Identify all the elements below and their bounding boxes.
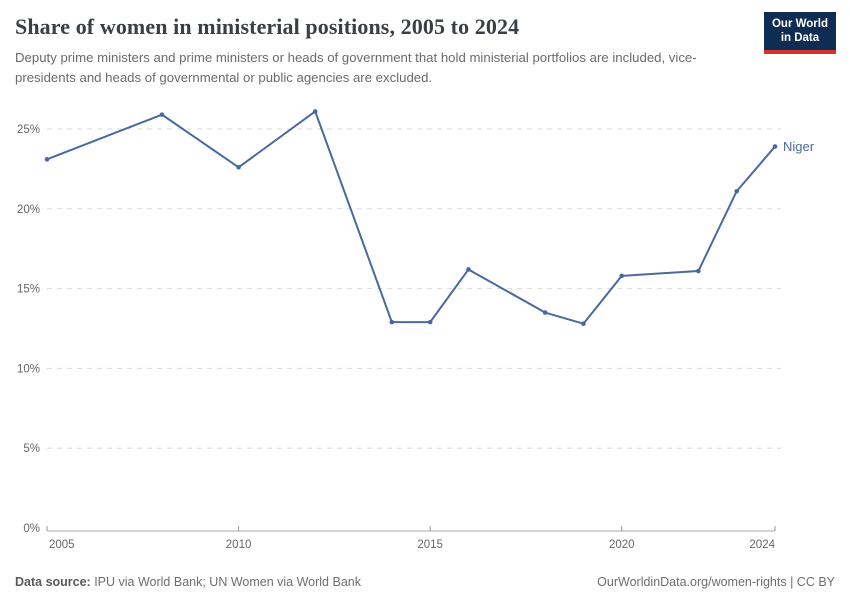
y-axis-label: 10% bbox=[17, 363, 40, 375]
data-source-label: Data source: bbox=[15, 575, 91, 589]
data-point[interactable] bbox=[389, 319, 395, 325]
data-point[interactable] bbox=[696, 268, 701, 274]
chart-header: Share of women in ministerial positions,… bbox=[15, 14, 740, 88]
y-axis-label: 15% bbox=[17, 284, 40, 296]
data-point[interactable] bbox=[542, 310, 548, 315]
x-axis-label: 2024 bbox=[749, 539, 775, 551]
owid-logo-line2: in Data bbox=[780, 32, 820, 45]
data-source: Data source: IPU via World Bank; UN Wome… bbox=[15, 575, 361, 589]
x-axis-label: 2005 bbox=[49, 539, 75, 551]
y-axis-label: 20% bbox=[17, 204, 40, 216]
chart-footer: Data source: IPU via World Bank; UN Wome… bbox=[15, 575, 835, 589]
data-point[interactable] bbox=[466, 267, 471, 272]
y-axis-label: 5% bbox=[23, 443, 40, 455]
y-axis-label: 0% bbox=[23, 523, 40, 535]
data-point[interactable] bbox=[581, 321, 586, 327]
data-point[interactable] bbox=[427, 319, 433, 325]
data-point[interactable] bbox=[236, 165, 241, 170]
data-point[interactable] bbox=[159, 112, 165, 117]
data-point[interactable] bbox=[312, 109, 318, 114]
series-end-label: Niger bbox=[783, 139, 815, 154]
data-point[interactable] bbox=[619, 273, 625, 279]
data-line[interactable] bbox=[46, 110, 776, 325]
data-point[interactable] bbox=[772, 144, 778, 149]
data-point[interactable] bbox=[734, 188, 739, 194]
x-axis-label: 2020 bbox=[609, 539, 635, 551]
chart-title: Share of women in ministerial positions,… bbox=[15, 14, 520, 39]
owid-cc-link[interactable]: OurWorldinData.org/women-rights | CC BY bbox=[597, 575, 835, 589]
owid-logo[interactable]: Our World in Data bbox=[763, 12, 836, 54]
y-axis-label: 25% bbox=[17, 124, 40, 136]
data-source-text: IPU via World Bank; UN Women via World B… bbox=[90, 575, 361, 589]
x-axis-label: 2015 bbox=[417, 539, 443, 551]
owid-logo-line1: Our World bbox=[771, 18, 828, 30]
x-axis-label: 2010 bbox=[226, 539, 252, 551]
data-point[interactable] bbox=[44, 157, 50, 162]
chart-subtitle: Deputy prime ministers and prime ministe… bbox=[15, 50, 697, 85]
